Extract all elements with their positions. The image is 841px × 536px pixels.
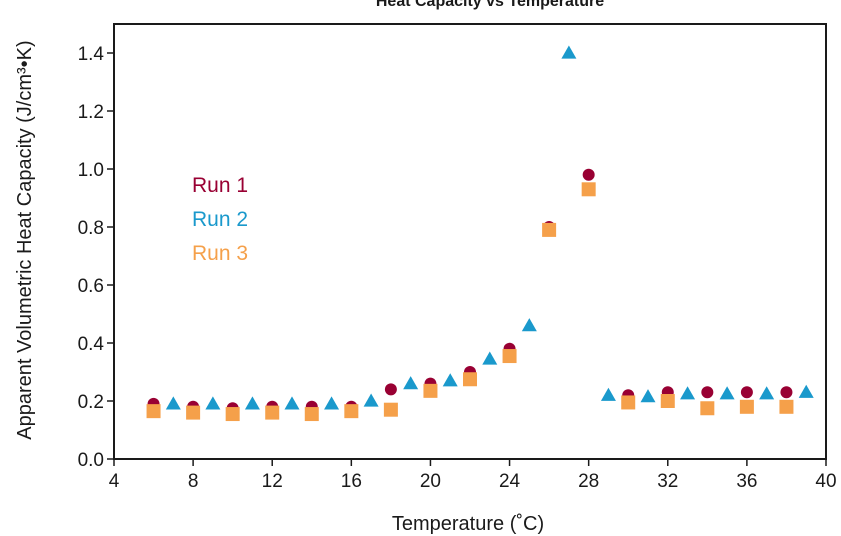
data-point-circle xyxy=(740,386,753,399)
data-point-square xyxy=(463,372,477,387)
plot-frame xyxy=(113,23,827,460)
data-point-square xyxy=(265,405,280,420)
data-point-square xyxy=(146,404,161,419)
data-point-triangle xyxy=(442,373,458,387)
data-point-triangle xyxy=(284,396,300,410)
data-point-triangle xyxy=(759,386,775,400)
data-point-triangle xyxy=(165,396,181,410)
legend-entry: Run 3 xyxy=(192,242,248,265)
x-tick-label: 32 xyxy=(657,471,678,492)
data-point-circle xyxy=(582,168,595,181)
x-tick-label: 20 xyxy=(420,471,441,492)
y-tick-label: 0.2 xyxy=(78,392,104,413)
data-point-square xyxy=(542,222,557,237)
x-tick-label: 8 xyxy=(188,471,199,492)
chart-title: Heat Capacity vs Temperature xyxy=(376,0,604,10)
legend-entry: Run 1 xyxy=(192,174,248,197)
data-point-triangle xyxy=(521,318,537,332)
data-point-square xyxy=(383,402,398,417)
data-point-triangle xyxy=(798,384,814,398)
data-point-triangle xyxy=(640,389,656,403)
data-point-circle xyxy=(384,383,397,396)
data-point-triangle xyxy=(482,351,498,365)
data-point-triangle xyxy=(324,396,340,410)
y-tick-label: 0.0 xyxy=(78,450,104,471)
data-point-square xyxy=(225,407,240,422)
x-tick-label: 24 xyxy=(499,471,521,492)
data-point-triangle xyxy=(244,396,260,410)
data-markers xyxy=(146,45,814,422)
data-point-circle xyxy=(780,386,793,399)
x-tick-label: 40 xyxy=(815,471,836,492)
x-tick-label: 36 xyxy=(736,471,757,492)
data-point-square xyxy=(502,349,517,364)
data-point-triangle xyxy=(680,386,696,400)
x-tick-label: 4 xyxy=(109,471,120,492)
data-point-square xyxy=(621,395,636,410)
y-tick-label: 0.6 xyxy=(78,276,104,297)
series-3 xyxy=(146,182,794,422)
plot-area xyxy=(113,23,827,460)
data-point-circle xyxy=(701,386,714,399)
data-point-square xyxy=(423,383,438,398)
legend-entry: Run 2 xyxy=(192,208,248,231)
data-point-triangle xyxy=(363,393,379,407)
data-point-square xyxy=(779,399,794,414)
x-tick-label: 16 xyxy=(341,471,362,492)
y-tick-label: 1.2 xyxy=(78,102,104,123)
data-point-square xyxy=(739,399,754,414)
y-tick-label: 1.4 xyxy=(78,44,105,65)
data-point-triangle xyxy=(403,376,419,390)
data-point-triangle xyxy=(561,45,577,59)
data-point-square xyxy=(700,401,715,416)
data-point-square xyxy=(304,407,319,422)
data-point-square xyxy=(581,182,596,197)
series-2 xyxy=(165,45,814,410)
y-axis-title: Apparent Volumetric Heat Capacity (J/cm³… xyxy=(14,40,36,439)
data-point-square xyxy=(660,394,675,408)
y-tick-label: 0.8 xyxy=(78,218,104,239)
y-tick-label: 1.0 xyxy=(78,160,104,181)
legend: Run 1 Run 2 Run 3 xyxy=(192,174,248,265)
x-tick-label: 28 xyxy=(578,471,599,492)
x-axis-ticks: 4 8 12 16 20 24 28 32 36 40 xyxy=(109,459,837,492)
data-point-triangle xyxy=(205,396,221,410)
data-point-triangle xyxy=(719,386,735,400)
data-point-square xyxy=(186,405,201,420)
data-point-square xyxy=(344,404,359,419)
x-axis-title: Temperature (˚C) xyxy=(392,513,544,535)
data-point-triangle xyxy=(600,387,616,401)
y-tick-label: 0.4 xyxy=(78,334,105,355)
x-tick-label: 12 xyxy=(262,471,283,492)
y-axis-ticks: 0.0 0.2 0.4 0.6 0.8 1.0 1.2 1.4 xyxy=(78,44,114,471)
